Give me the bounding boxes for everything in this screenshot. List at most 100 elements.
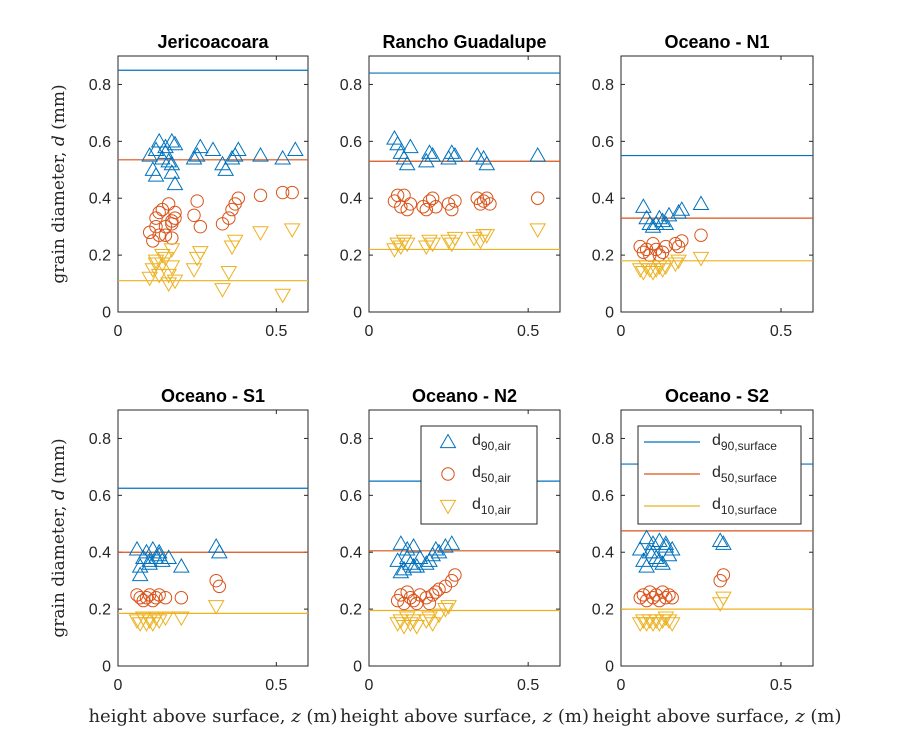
y-tick-label: 0.4 xyxy=(592,191,614,208)
d50-air-point xyxy=(161,197,176,211)
d90-air-point xyxy=(443,535,461,550)
d90-air-point xyxy=(398,155,416,171)
d50-air-point xyxy=(222,211,236,225)
d90-air-point xyxy=(663,540,681,556)
d10-air-point xyxy=(660,614,678,629)
d90-air-point xyxy=(478,155,496,171)
series-d10-air xyxy=(631,251,710,281)
d90-air-point xyxy=(141,147,159,162)
d50-air-point xyxy=(158,228,173,242)
d90-air-point xyxy=(657,535,675,550)
d10-air-point xyxy=(654,263,671,278)
d10-air-point xyxy=(147,611,165,627)
d90-air-point xyxy=(635,198,652,213)
series-d90-air xyxy=(386,129,547,171)
plot-area xyxy=(117,55,309,313)
x-tick-label: 0.5 xyxy=(517,323,539,340)
d90-air-point xyxy=(651,552,668,567)
d90-air-point xyxy=(529,147,547,162)
y-tick-label: 0 xyxy=(605,305,614,322)
d10-air-point xyxy=(150,268,168,284)
d50-air-point xyxy=(139,591,154,605)
d50-air-point xyxy=(531,191,545,205)
d10-air-point xyxy=(191,246,209,261)
y-tick-label: 0.6 xyxy=(592,488,614,505)
d90-air-point xyxy=(711,532,729,547)
d90-air-point xyxy=(657,215,675,230)
d50-air-point xyxy=(152,228,166,242)
d50-air-point xyxy=(445,202,459,217)
d10-air-point xyxy=(153,248,171,264)
d90-air-point xyxy=(673,201,691,216)
d50-air-point xyxy=(668,237,683,251)
d10-air-point xyxy=(478,229,496,244)
d90-air-point xyxy=(163,155,181,171)
legend-d10-air-label: d10,air xyxy=(472,496,511,517)
x-axis-label: height above surface, z (m) xyxy=(592,706,841,727)
x-tick-label: 0 xyxy=(365,323,374,340)
series-d10-air xyxy=(631,591,732,632)
d10-air-point xyxy=(440,600,457,615)
y-tick-label: 0.8 xyxy=(592,77,614,94)
d10-air-point xyxy=(446,231,464,247)
y-tick-label: 0.8 xyxy=(89,431,111,448)
d50-air-point xyxy=(158,591,173,605)
y-tick-label: 0.2 xyxy=(89,602,111,619)
d10-air-point xyxy=(157,251,174,267)
y-tick-label: 0.8 xyxy=(340,431,362,448)
panel-title: Oceano - N2 xyxy=(412,386,517,406)
d10-air-point xyxy=(166,274,184,290)
series-d90-air xyxy=(141,132,304,191)
d10-air-point xyxy=(389,617,407,632)
legend-d90-air-marker xyxy=(439,433,457,449)
d10-air-point xyxy=(430,608,448,624)
d90-air-point xyxy=(191,138,209,154)
series-d50-air xyxy=(633,568,731,608)
d90-air-point xyxy=(405,557,422,573)
y-tick-label: 0.4 xyxy=(89,545,111,562)
series-d50-air xyxy=(390,568,462,611)
x-tick-label: 0.5 xyxy=(770,323,792,340)
d10-air-point xyxy=(214,283,231,298)
d50-air-point xyxy=(662,588,676,602)
x-tick-label: 0 xyxy=(365,677,374,694)
d90-air-point xyxy=(166,175,184,191)
d50-air-point xyxy=(397,188,411,203)
d10-air-point xyxy=(644,266,662,281)
d50-air-point xyxy=(422,596,437,611)
y-tick-label: 0.4 xyxy=(592,545,614,562)
d10-air-point xyxy=(252,226,269,241)
panel-jericoacoara: 0 0.2 0.4 0.6 0.8 0 0.5 Jericoacoara grain diame… xyxy=(49,32,309,340)
d50-air-point xyxy=(429,200,443,214)
d90-air-point xyxy=(446,147,464,162)
d90-air-point xyxy=(654,212,671,228)
y-tick-label: 0 xyxy=(605,659,614,676)
d90-air-point xyxy=(644,218,662,233)
x-tick-label: 0 xyxy=(114,323,123,340)
d90-air-point xyxy=(150,546,168,562)
d10-air-point xyxy=(398,237,416,253)
y-tick-label: 0 xyxy=(102,305,111,322)
y-tick-label: 0.6 xyxy=(592,134,614,151)
y-tick-label: 0.2 xyxy=(340,602,362,619)
d50-air-point xyxy=(394,588,408,602)
plot-area xyxy=(368,55,561,313)
d10-air-point xyxy=(424,237,442,253)
d10-air-point xyxy=(424,617,442,632)
x-tick-label: 0.5 xyxy=(770,677,792,694)
d90-air-point xyxy=(160,152,178,168)
d90-air-point xyxy=(437,538,454,553)
d90-air-point xyxy=(150,132,168,148)
d90-air-point xyxy=(430,543,448,559)
y-tick-label: 0 xyxy=(353,659,362,676)
d50-air-point xyxy=(174,591,189,605)
y-tick-label: 0.2 xyxy=(592,602,614,619)
d10-air-point xyxy=(147,257,165,273)
d90-air-point xyxy=(402,138,419,154)
d90-air-point xyxy=(670,203,687,219)
d10-air-point xyxy=(417,614,435,629)
d90-air-point xyxy=(398,540,416,556)
d10-air-point xyxy=(283,223,301,239)
d10-air-point xyxy=(529,223,547,239)
series-d90-air xyxy=(635,195,710,233)
